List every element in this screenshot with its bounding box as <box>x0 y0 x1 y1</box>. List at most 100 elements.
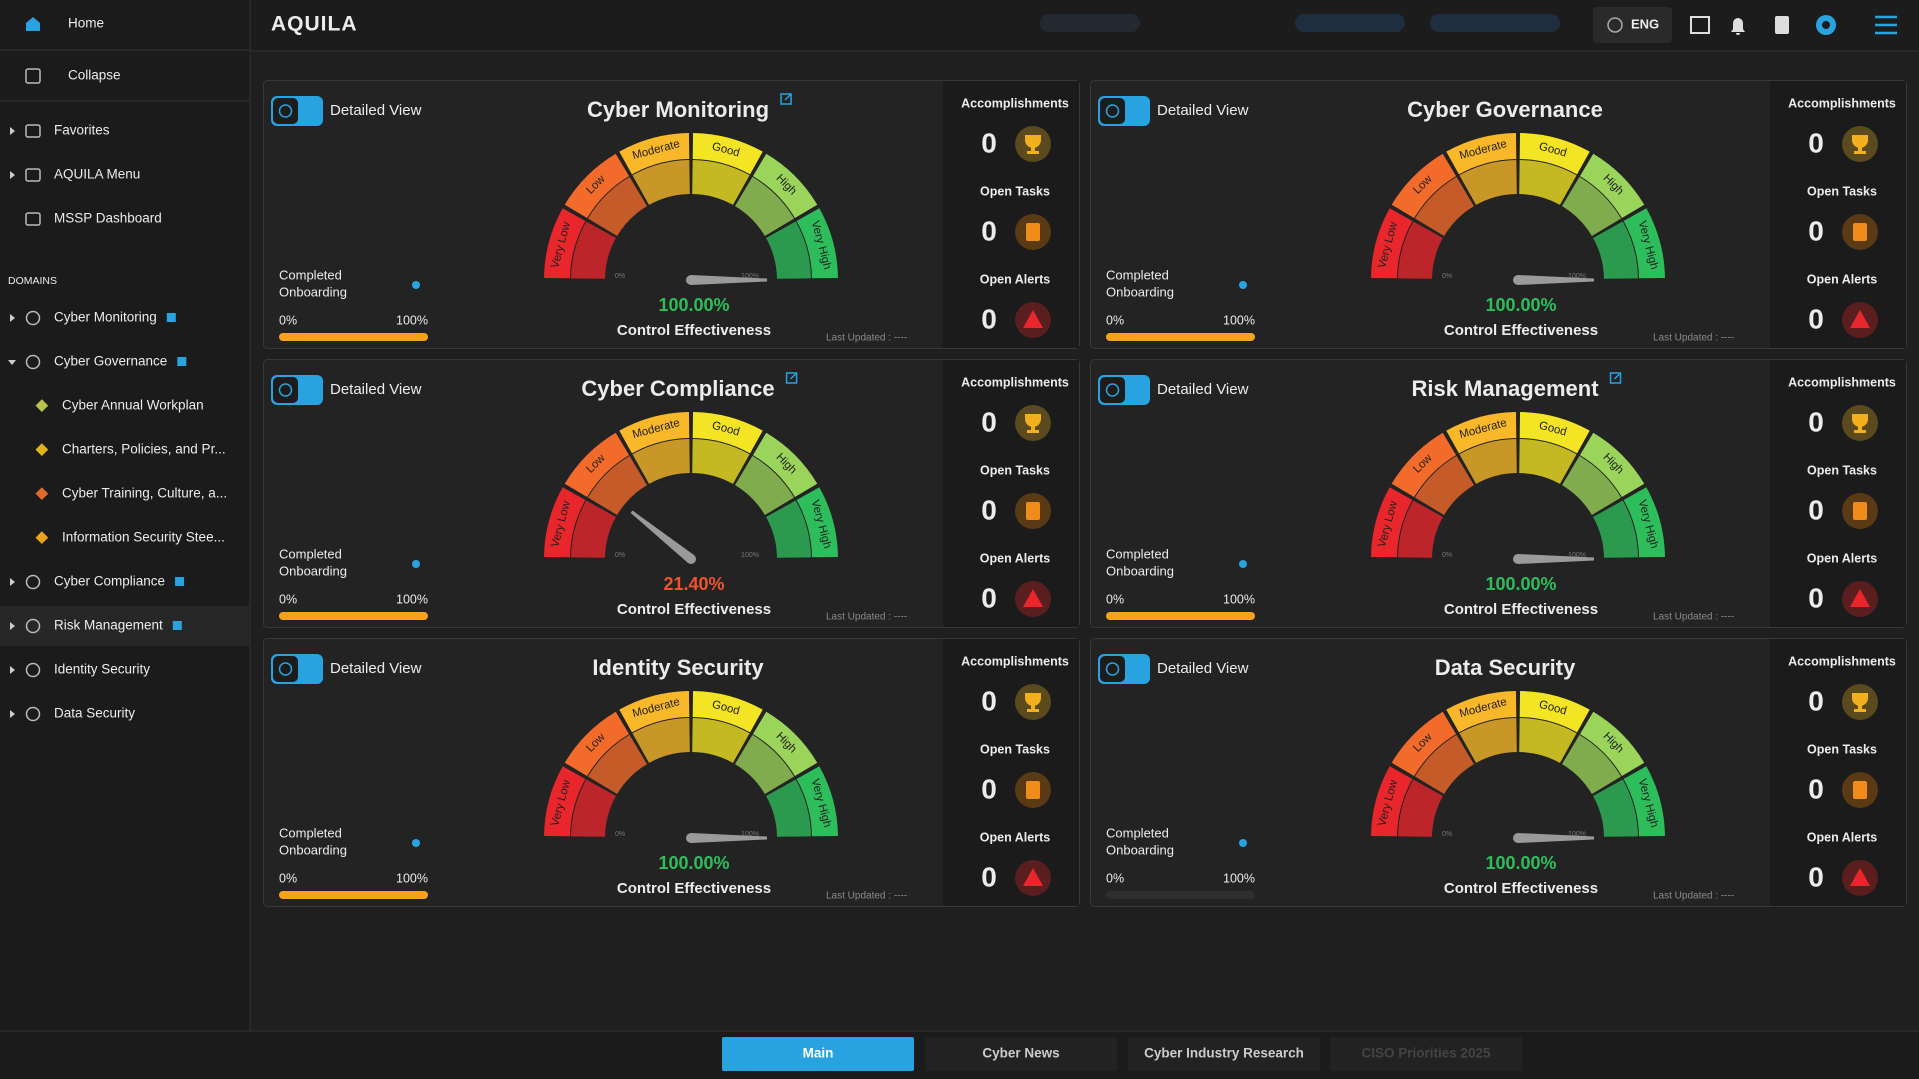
stat-label: Accomplishments <box>961 96 1069 110</box>
domain-item[interactable]: Cyber Monitoring <box>54 310 157 325</box>
toggle-knob <box>273 377 298 403</box>
building-icon[interactable] <box>1690 16 1710 34</box>
stat-value: 0 <box>1808 582 1824 613</box>
external-link-icon[interactable] <box>785 372 798 384</box>
expand-arrow[interactable] <box>10 578 15 586</box>
stat-label: Open Alerts <box>980 830 1050 844</box>
gauge-band-outer <box>564 153 630 219</box>
progress-fill <box>1106 612 1255 620</box>
gauge-band-outer <box>1371 487 1413 558</box>
stat-value: 0 <box>1808 215 1824 246</box>
stat-label: Open Alerts <box>1807 551 1877 565</box>
external-link-icon[interactable] <box>172 621 182 630</box>
needle-hub <box>686 833 696 843</box>
info-dot <box>412 839 420 847</box>
domain-item[interactable]: Identity Security <box>54 662 150 677</box>
last-updated: Last Updated : ---- <box>826 333 907 344</box>
tab-label[interactable]: Cyber Industry Research <box>1144 1046 1304 1061</box>
sidebar-item[interactable]: Home <box>68 16 104 31</box>
sidebar-item[interactable]: Collapse <box>68 68 121 83</box>
gauge-band-inner <box>1562 176 1622 236</box>
external-link-icon[interactable] <box>175 577 185 586</box>
gauge-band-outer <box>544 487 586 558</box>
bell-icon[interactable] <box>1731 18 1745 35</box>
tab[interactable] <box>925 1037 1117 1071</box>
gauge-band-outer <box>796 487 838 558</box>
gauge-band-outer <box>1623 766 1665 837</box>
external-link-icon[interactable] <box>177 357 187 366</box>
support-icon-core <box>1822 21 1830 29</box>
gauge-needle <box>630 510 695 563</box>
trophy-icon <box>1025 414 1041 433</box>
domain-subitem[interactable]: Information Security Stee... <box>62 530 225 545</box>
expand-arrow[interactable] <box>10 622 15 630</box>
toggle-icon <box>278 104 293 118</box>
external-link-icon[interactable] <box>1609 372 1622 384</box>
onboarding-label: Onboarding <box>279 563 347 578</box>
effectiveness-caption: Control Effectiveness <box>617 880 771 897</box>
gauge-band-inner <box>571 779 616 837</box>
expand-arrow[interactable] <box>10 710 15 718</box>
gauge-band-outer <box>1371 766 1413 837</box>
last-updated: Last Updated : ---- <box>1653 333 1734 344</box>
card-title: Data Security <box>1435 655 1576 680</box>
document-icon[interactable] <box>1775 16 1789 34</box>
sidebar-item[interactable]: MSSP Dashboard <box>54 211 162 226</box>
expand-arrow[interactable] <box>10 666 15 674</box>
onboarding-min: 0% <box>279 592 297 606</box>
gauge-scale-label: 0% <box>1442 552 1452 559</box>
gauge-band-outer <box>1579 432 1645 498</box>
domain-subitem[interactable]: Cyber Annual Workplan <box>62 398 204 413</box>
language-button[interactable] <box>1593 7 1672 43</box>
sidebar-item[interactable]: AQUILA Menu <box>54 167 140 182</box>
domain-item[interactable]: Cyber Compliance <box>54 574 165 589</box>
last-updated: Last Updated : ---- <box>1653 612 1734 623</box>
stat-label: Open Alerts <box>980 272 1050 286</box>
tab-label[interactable]: Main <box>803 1046 834 1061</box>
domain-item[interactable]: Cyber Governance <box>54 354 167 369</box>
sidebar-item[interactable]: Favorites <box>54 123 110 138</box>
gauge-band-inner <box>735 734 795 794</box>
stat-label: Open Alerts <box>980 551 1050 565</box>
progress-track <box>1106 891 1255 899</box>
needle-hub <box>686 275 696 285</box>
card-title: Risk Management <box>1411 376 1599 401</box>
gauge-band-inner <box>1459 160 1517 205</box>
language-label: ENG <box>1631 16 1659 31</box>
gauge-band-inner <box>692 160 750 205</box>
tab-label[interactable]: Cyber News <box>982 1046 1059 1061</box>
expand-arrow[interactable] <box>10 314 15 322</box>
card-title: Cyber Monitoring <box>587 97 769 122</box>
tab[interactable] <box>1128 1037 1320 1071</box>
stat-value: 0 <box>981 861 997 892</box>
expand-arrow[interactable] <box>10 171 15 179</box>
domain-subitem[interactable]: Charters, Policies, and Pr... <box>62 442 226 457</box>
tab[interactable] <box>722 1037 914 1071</box>
gauge-band-outer <box>544 766 586 837</box>
gauge-band-inner <box>1519 439 1577 484</box>
trophy-icon <box>1852 135 1868 154</box>
domain-item[interactable]: Data Security <box>54 706 135 721</box>
domain-item[interactable]: Risk Management <box>54 618 163 633</box>
gauge-scale-label: 0% <box>615 552 625 559</box>
toggle-icon <box>1105 662 1120 676</box>
toggle-knob <box>273 656 298 682</box>
gauge-band-inner <box>766 221 811 279</box>
onboarding-label: Completed <box>1106 825 1169 840</box>
stat-value: 0 <box>1808 303 1824 334</box>
expand-arrow[interactable] <box>10 127 15 135</box>
trophy-icon <box>1025 135 1041 154</box>
effectiveness-value: 100.00% <box>1485 295 1556 315</box>
gauge-band-inner <box>1562 455 1622 515</box>
external-link-icon[interactable] <box>166 313 176 322</box>
toggle-label: Detailed View <box>330 660 422 677</box>
onboarding-max: 100% <box>396 871 428 885</box>
menu-icon[interactable] <box>1875 15 1897 35</box>
expand-arrow[interactable] <box>8 360 16 365</box>
gauge-band-outer <box>752 711 818 777</box>
onboarding-label: Onboarding <box>279 284 347 299</box>
domain-subitem[interactable]: Cyber Training, Culture, a... <box>62 486 227 501</box>
onboarding-max: 100% <box>1223 313 1255 327</box>
external-link-icon[interactable] <box>780 93 792 105</box>
